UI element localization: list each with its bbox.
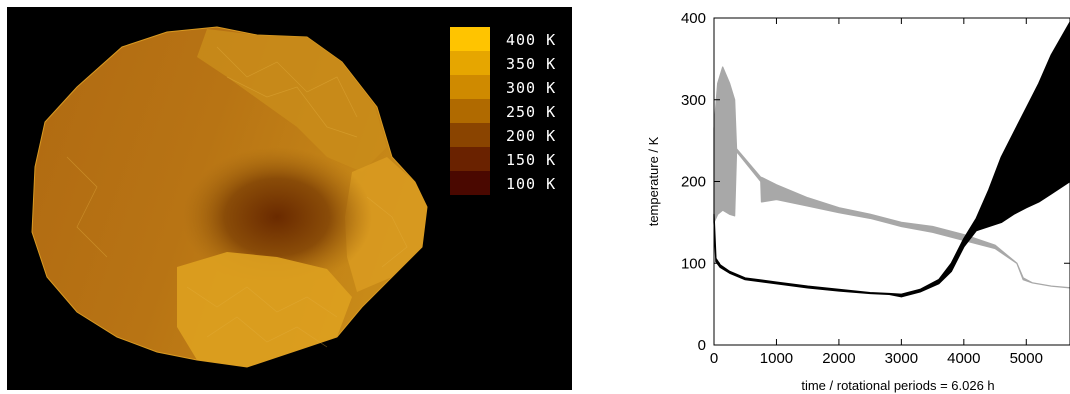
- y-tick-label: 0: [698, 337, 706, 354]
- colorbar-row: 200 K: [450, 123, 570, 147]
- y-tick-label: 400: [681, 10, 706, 27]
- colorbar-swatch: [450, 123, 490, 147]
- colorbar-row: 150 K: [450, 147, 570, 171]
- black-temperature-band: [713, 21, 1070, 298]
- colorbar-swatch: [450, 75, 490, 99]
- x-tick-label: 1000: [760, 350, 793, 367]
- colorbar-label: 200 K: [506, 127, 557, 145]
- colorbar-label: 400 K: [506, 31, 557, 49]
- x-tick-label: 4000: [947, 350, 980, 367]
- y-tick-label: 300: [681, 92, 706, 109]
- crater-region: [182, 147, 372, 287]
- gray-temperature-band: [713, 66, 1070, 289]
- colorbar-swatch: [450, 99, 490, 123]
- colorbar-row: 300 K: [450, 75, 570, 99]
- colorbar-legend: 400 K 350 K 300 K 250 K 200 K 150 K 100 K: [450, 27, 570, 195]
- colorbar-row: 350 K: [450, 51, 570, 75]
- colorbar-label: 350 K: [506, 55, 557, 73]
- colorbar-label: 150 K: [506, 151, 557, 169]
- colorbar-swatch: [450, 171, 490, 195]
- asteroid-map-panel: 400 K 350 K 300 K 250 K 200 K 150 K 100 K: [7, 7, 572, 390]
- x-tick-label: 2000: [822, 350, 855, 367]
- colorbar-label: 250 K: [506, 103, 557, 121]
- colorbar-swatch: [450, 147, 490, 171]
- temperature-chart: 0 1000 2000 3000 4000 5000 0 100 200 300 400 tempe…: [646, 10, 1070, 393]
- upper-ridge: [197, 29, 387, 172]
- colorbar-row: 250 K: [450, 99, 570, 123]
- colorbar-swatch: [450, 51, 490, 75]
- colorbar-row: 100 K: [450, 171, 570, 195]
- asteroid-shape: [31, 26, 428, 368]
- x-tick-label: 3000: [885, 350, 918, 367]
- y-tick-label: 200: [681, 174, 706, 191]
- y-axis-label: temperature / K: [646, 136, 661, 226]
- axis-ticks: 0 1000 2000 3000 4000 5000 0 100 200 300 400: [681, 10, 1070, 367]
- colorbar-swatch: [450, 27, 490, 51]
- x-tick-label: 0: [710, 350, 718, 367]
- plot-area: [713, 21, 1070, 298]
- x-axis-label: time / rotational periods = 6.026 h: [801, 378, 994, 393]
- right-lobe: [345, 157, 427, 292]
- lower-ridge: [177, 252, 352, 367]
- y-tick-label: 100: [681, 255, 706, 272]
- colorbar-row: 400 K: [450, 27, 570, 51]
- colorbar-label: 100 K: [506, 175, 557, 193]
- colorbar-label: 300 K: [506, 79, 557, 97]
- x-tick-label: 5000: [1010, 350, 1043, 367]
